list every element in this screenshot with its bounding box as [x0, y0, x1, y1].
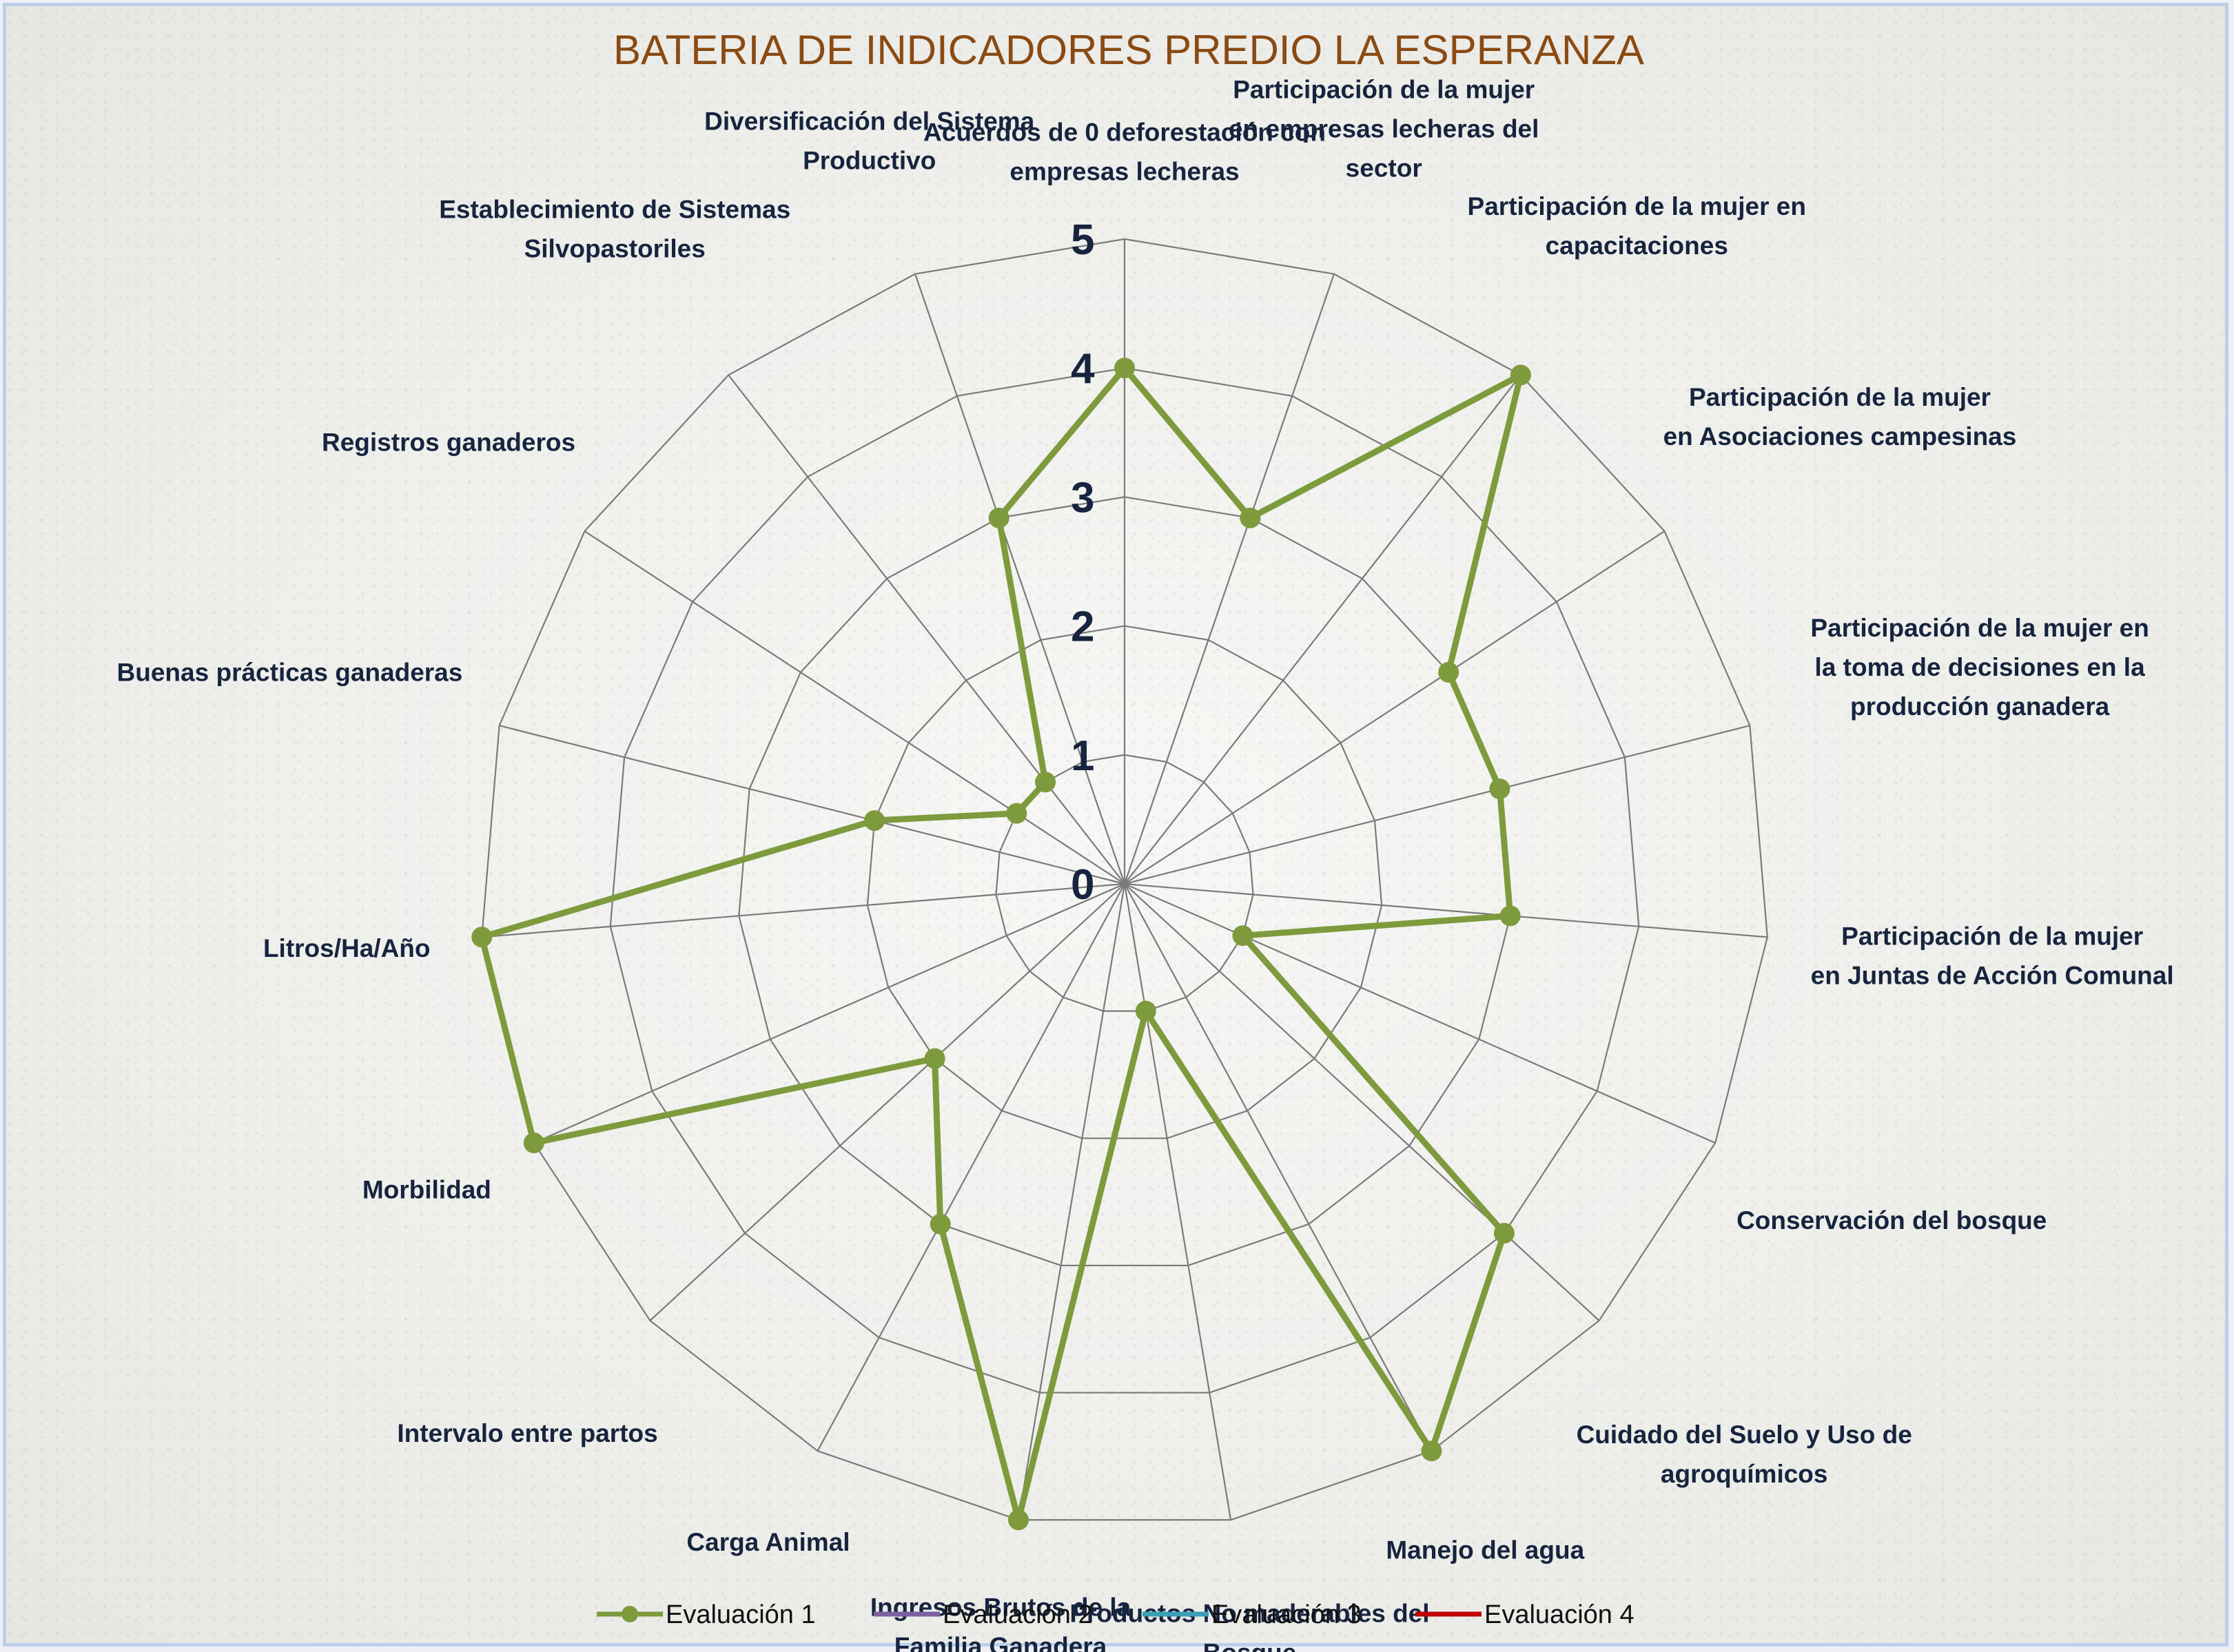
grid-spoke — [1123, 883, 1232, 1520]
grid-ring — [866, 625, 1383, 1139]
grid-ring — [481, 238, 1768, 1521]
grid-spoke — [649, 883, 1125, 1321]
category-label: Participación de la mujer en Juntas de Ac… — [1811, 922, 2174, 989]
tick-label: 4 — [1071, 345, 1095, 393]
legend-label: Evaluación 2 — [943, 1600, 1093, 1629]
grid-spoke — [1124, 882, 1767, 938]
category-label: Ingresos Brutos de la Familia Ganadera — [870, 1593, 1131, 1652]
legend-label: Evaluación 1 — [666, 1600, 816, 1629]
data-point — [1007, 1509, 1029, 1531]
series-layer — [471, 358, 1531, 1531]
tick-label: 1 — [1071, 732, 1094, 780]
grid-spoke — [584, 530, 1125, 885]
grid-spoke — [1123, 273, 1335, 885]
legend-marker — [622, 1606, 638, 1622]
category-label: Cuidado del Suelo y Uso de agroquímicos — [1577, 1421, 1912, 1488]
data-point — [1232, 925, 1253, 947]
category-label: Establecimiento de Sistemas Silvopastoril… — [439, 196, 790, 263]
grid-spoke — [1017, 883, 1126, 1520]
category-labels: Acuerdos de 0 deforestación con empresas … — [117, 76, 2174, 1652]
data-point — [864, 810, 885, 832]
grid-spoke — [1124, 530, 1666, 885]
data-point — [1499, 905, 1521, 927]
category-label: Participación de la mujer en Asociaciones… — [1663, 383, 2017, 451]
data-point — [988, 507, 1010, 528]
series-line-1 — [478, 364, 1524, 1523]
category-label: Productos No maderables delBosque — [1069, 1600, 1429, 1652]
category-label: Participación de la mujer en la toma de d… — [1810, 614, 2149, 721]
chart-title: BATERIA DE INDICADORES PREDIO LA ESPERAN… — [613, 27, 1644, 73]
grid-ring — [609, 367, 1640, 1394]
data-point — [1489, 778, 1510, 800]
radar-grid — [481, 238, 1768, 1521]
category-label: Manejo del agua — [1386, 1536, 1584, 1564]
grid-spoke — [728, 374, 1125, 885]
data-point — [1114, 358, 1135, 379]
chart-frame — [3, 3, 2228, 1646]
data-point — [1493, 1223, 1515, 1244]
grid-spoke — [817, 883, 1125, 1452]
data-point — [1240, 507, 1261, 528]
category-label: Morbilidad — [362, 1176, 491, 1204]
data-point — [523, 1132, 544, 1153]
grid-spoke — [1124, 374, 1521, 885]
grid-spoke — [1124, 725, 1750, 885]
category-label: Diversificación del Sistema Productivo — [704, 107, 1035, 174]
tick-label: 0 — [1071, 861, 1094, 909]
category-label: Participación de la mujer en empresas lec… — [1229, 76, 1539, 183]
grid-spoke — [914, 273, 1126, 885]
data-point — [924, 1048, 945, 1069]
grid-spoke — [1124, 882, 1716, 1144]
data-point — [1421, 1441, 1442, 1462]
data-point — [471, 927, 493, 948]
data-point — [930, 1213, 951, 1235]
legend-label: Evaluación 3 — [1211, 1600, 1362, 1629]
data-point — [1438, 661, 1459, 683]
radial-tick-labels: 0 1 2 3 4 5 — [1071, 216, 1095, 909]
grid-spoke — [1124, 883, 1433, 1452]
data-point — [1006, 803, 1027, 824]
legend: Evaluación 1 Evaluación 2 Evaluación 3 Eval… — [597, 1600, 1634, 1629]
tick-label: 5 — [1071, 216, 1094, 264]
grid-spoke — [533, 882, 1125, 1144]
tick-label: 3 — [1071, 474, 1094, 522]
category-label: Participación de la mujer en capacitacion… — [1468, 192, 1806, 260]
grid-spoke — [482, 882, 1125, 938]
data-point — [1035, 772, 1056, 793]
category-label: Acuerdos de 0 deforestación con empresas … — [923, 118, 1326, 186]
category-label: Litros/Ha/Año — [263, 934, 431, 962]
tick-label: 2 — [1071, 603, 1094, 651]
data-point — [1510, 364, 1531, 386]
grid-spoke — [499, 725, 1125, 885]
category-label: Intervalo entre partos — [397, 1419, 657, 1447]
category-label: Conservación del bosque — [1736, 1206, 2047, 1235]
category-label: Carga Animal — [686, 1528, 850, 1556]
legend-label: Evaluación 4 — [1484, 1600, 1634, 1629]
category-label: Registros ganaderos — [322, 429, 575, 457]
category-label: Buenas prácticas ganaderas — [117, 659, 463, 687]
data-point — [1135, 1000, 1156, 1022]
grid-spoke — [1124, 883, 1600, 1321]
